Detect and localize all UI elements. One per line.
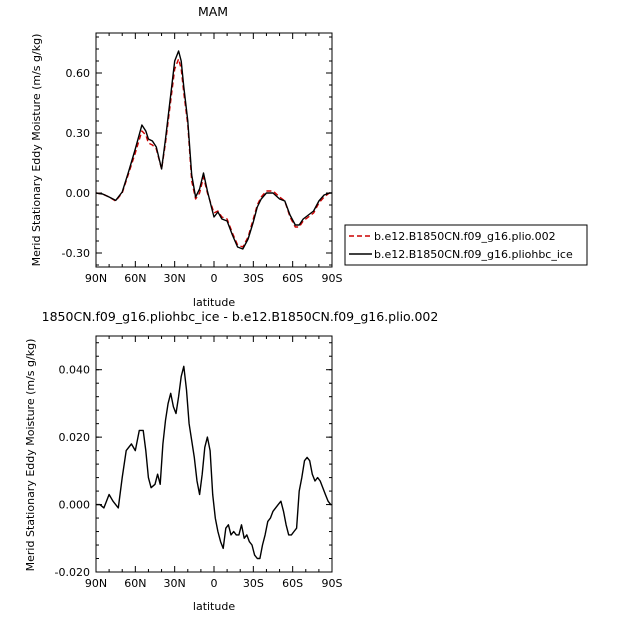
panel-bottom-frame xyxy=(95,335,333,573)
y-tick-label: -0.30 xyxy=(62,247,90,260)
legend-label-2: b.e12.B1850CN.f09_g16.pliohbc_ice xyxy=(374,248,573,261)
panel-top-title: MAM xyxy=(198,4,228,19)
x-tick-label: 60S xyxy=(282,272,303,285)
x-tick-label: 60N xyxy=(124,272,146,285)
panel-top-plot-area: 90N 60N 30N 0 30S 60S 90S -0.30 0.00 0.30 0.60 xyxy=(62,33,343,285)
legend-box xyxy=(344,224,588,266)
legend: b.e12.B1850CN.f09_g16.plio.002 b.e12.B185… xyxy=(344,224,588,266)
y-tick-label: 0.00 xyxy=(66,187,91,200)
panel-top-y-axis-label: Merid Stationary Eddy Moisture (m/s g/kg… xyxy=(30,34,43,267)
panel-bottom: 1850CN.f09_g16.pliohbc_ice - b.e12.B1850… xyxy=(24,309,438,613)
series-line-1 xyxy=(96,365,332,560)
panel-bottom-y-axis-label: Merid Stationary Eddy Moisture (m/s g/kg… xyxy=(24,339,37,572)
panel-top: MAM 90N 60N 30N 0 30S 60S 90S -0.30 0.00 0.30 0.60… xyxy=(30,4,588,309)
y-tick-label: 0.30 xyxy=(66,127,91,140)
panel-bottom-plot-area: 90N 60N 30N 0 30S 60S 90S -0.020 0.000 0.020 0.040 xyxy=(55,336,343,590)
legend-label-1: b.e12.B1850CN.f09_g16.plio.002 xyxy=(374,230,556,243)
x-tick-label: 90N xyxy=(85,577,107,590)
x-tick-label: 30N xyxy=(164,577,186,590)
x-tick-label: 30S xyxy=(243,577,264,590)
y-tick-label: 0.040 xyxy=(59,364,91,377)
panel-bottom-x-axis-label: latitude xyxy=(193,600,235,613)
x-tick-label: 60S xyxy=(282,577,303,590)
x-tick-label: 90S xyxy=(322,577,343,590)
panel-top-x-axis-label: latitude xyxy=(193,296,235,309)
y-tick-label: 0.020 xyxy=(59,431,91,444)
y-tick-label: 0.000 xyxy=(59,499,91,512)
panel-top-frame xyxy=(95,32,333,268)
x-tick-label: 30N xyxy=(164,272,186,285)
x-tick-label: 90S xyxy=(322,272,343,285)
panel-bottom-title: 1850CN.f09_g16.pliohbc_ice - b.e12.B1850… xyxy=(42,309,439,324)
x-tick-label: 0 xyxy=(211,272,218,285)
series-line-1 xyxy=(95,58,332,248)
x-tick-label: 60N xyxy=(124,577,146,590)
series-line-2 xyxy=(95,50,332,250)
y-tick-label: 0.60 xyxy=(66,67,91,80)
x-tick-label: 30S xyxy=(243,272,264,285)
x-tick-label: 0 xyxy=(211,577,218,590)
x-tick-label: 90N xyxy=(85,272,107,285)
y-tick-label: -0.020 xyxy=(55,566,90,579)
